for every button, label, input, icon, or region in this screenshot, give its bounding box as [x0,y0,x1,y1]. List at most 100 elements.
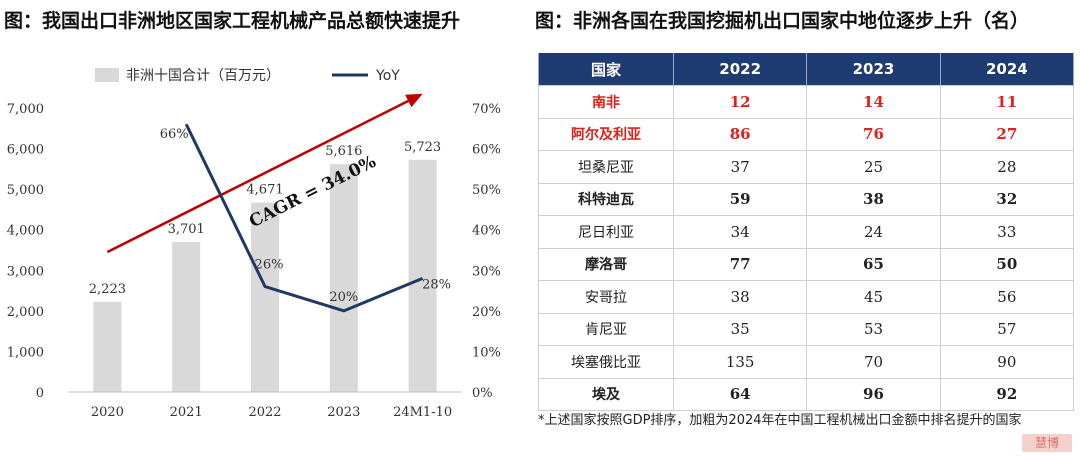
bar-value-label: 4,671 [246,182,283,197]
rank-cell: 27 [939,117,1075,151]
left-axis-tick-label: 0 [36,386,44,401]
legend-bar-swatch [95,68,119,82]
left-axis-tick-label: 6,000 [7,143,44,158]
country-cell: 埃及 [538,377,674,411]
rank-cell: 86 [672,117,808,151]
right-axis-tick-label: 0% [472,386,493,401]
rank-cell: 12 [672,85,808,119]
rank-cell: 70 [806,345,941,379]
country-cell: 肯尼亚 [538,312,674,346]
header-2023: 2023 [806,53,941,86]
table-row: 尼日利亚 34 24 33 [538,215,1075,249]
left-axis-tick-label: 5,000 [7,183,44,198]
rank-cell: 135 [672,345,808,379]
x-axis-tick-label: 2022 [248,405,281,420]
country-cell: 埃塞俄比亚 [538,345,674,379]
rank-cell: 11 [939,85,1075,119]
rank-cell: 56 [939,280,1075,314]
country-cell: 南非 [538,85,674,119]
left-axis-tick-label: 2,000 [7,305,44,320]
export-chart: 非洲十国合计（百万元） YoY 0 1,000 2,000 3,000 4,000 5,000… [7,68,501,420]
rank-cell: 35 [672,312,808,346]
header-2024: 2024 [939,53,1075,86]
header-country: 国家 [538,53,674,86]
yoy-line [184,123,424,313]
country-cell: 阿尔及利亚 [538,117,674,151]
rank-cell: 59 [672,182,808,216]
rank-cell: 25 [806,150,941,184]
rank-cell: 24 [806,215,941,249]
left-axis-tick-label: 1,000 [7,345,44,360]
table-row: 阿尔及利亚 86 76 27 [538,117,1075,151]
left-axis-tick-label: 4,000 [7,224,44,239]
table-row: 安哥拉 38 45 56 [538,280,1075,314]
rank-cell: 92 [939,377,1075,411]
rank-cell: 50 [939,247,1075,281]
x-axis-tick-label: 2020 [91,405,124,420]
table-row: 摩洛哥 77 65 50 [538,247,1075,281]
right-axis-tick-label: 10% [472,345,501,360]
yoy-value-label: 20% [329,290,358,305]
x-axis-tick-label: 2023 [327,405,360,420]
rank-cell: 90 [939,345,1075,379]
left-panel-title: 图：我国出口非洲地区国家工程机械产品总额快速提升 [4,10,461,32]
right-axis-tick-label: 40% [472,224,501,239]
table-row: 埃塞俄比亚 135 70 90 [538,345,1075,379]
ranking-table: 国家 2022 2023 2024 南非 12 14 11 阿尔及利亚 86 76 27 坦桑尼… [538,53,1075,411]
rank-cell: 65 [806,247,941,281]
bar-value-label: 5,616 [325,144,362,159]
bar-value-label: 5,723 [404,140,441,155]
country-cell: 尼日利亚 [538,215,674,249]
yoy-value-label: 26% [255,258,284,273]
bar-value-label: 3,701 [168,222,205,237]
right-axis-tick-label: 60% [472,143,501,158]
x-axis-tick-label: 24M1-10 [393,405,452,420]
rank-cell: 53 [806,312,941,346]
right-axis-tick-label: 50% [472,183,501,198]
rank-cell: 32 [939,182,1075,216]
rank-cell: 37 [672,150,808,184]
bar-value-label: 2,223 [89,282,126,297]
legend-bar-label: 非洲十国合计（百万元） [126,68,280,84]
country-cell: 摩洛哥 [538,247,674,281]
rank-cell: 38 [672,280,808,314]
right-axis-tick-label: 70% [472,102,501,117]
table-row: 肯尼亚 35 53 57 [538,312,1075,346]
x-axis-tick-label: 2021 [170,405,203,420]
rank-cell: 28 [939,150,1075,184]
table-row: 埃及 64 96 92 [538,377,1075,411]
left-axis-tick-label: 7,000 [7,102,44,117]
yoy-value-label: 66% [160,127,189,142]
rank-cell: 14 [806,85,941,119]
header-2022: 2022 [672,53,808,86]
right-axis-tick-label: 20% [472,305,501,320]
country-cell: 安哥拉 [538,280,674,314]
watermark-logo: 慧博 [1022,434,1072,452]
rank-cell: 38 [806,182,941,216]
right-panel-title: 图：非洲各国在我国挖掘机出口国家中地位逐步上升（名） [535,10,1030,32]
table-row: 南非 12 14 11 [538,85,1075,119]
rank-cell: 76 [806,117,941,151]
legend-line-label: YoY [375,68,400,84]
table-row: 科特迪瓦 59 38 32 [538,182,1075,216]
table-header-row: 国家 2022 2023 2024 [538,53,1075,86]
rank-cell: 64 [672,377,808,411]
left-axis-tick-label: 3,000 [7,264,44,279]
rank-cell: 77 [672,247,808,281]
rank-cell: 33 [939,215,1075,249]
country-cell: 科特迪瓦 [538,182,674,216]
rank-cell: 96 [806,377,941,411]
cagr-arrow-head [405,93,423,108]
rank-cell: 57 [939,312,1075,346]
bar-2021 [172,241,201,392]
bar-24M1-10 [408,159,437,392]
rank-cell: 34 [672,215,808,249]
footnote: *上述国家按照GDP排序，加粗为2024年在中国工程机械出口金额中排名提升的国家 [538,413,1022,428]
bar-2023 [329,164,358,392]
table-row: 坦桑尼亚 37 25 28 [538,150,1075,184]
cagr-arrow-line [106,97,414,254]
yoy-value-label: 28% [422,277,451,292]
country-cell: 坦桑尼亚 [538,150,674,184]
bar-2020 [93,301,122,392]
rank-cell: 45 [806,280,941,314]
